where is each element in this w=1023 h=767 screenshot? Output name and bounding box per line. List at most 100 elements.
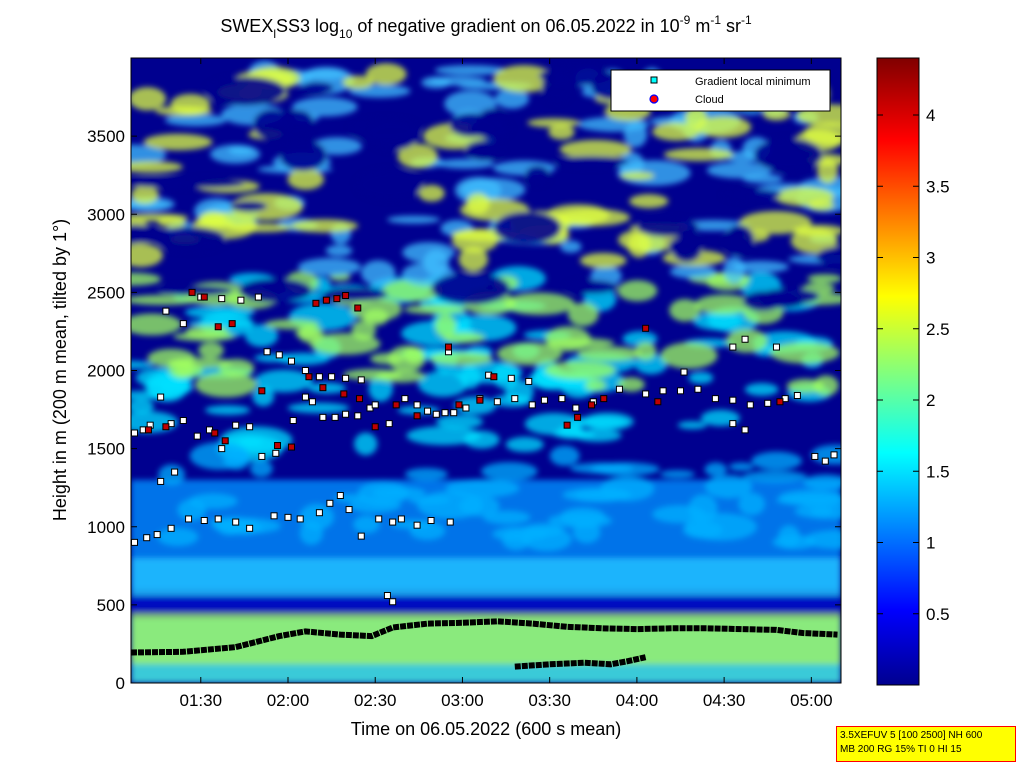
heat-blob bbox=[292, 97, 358, 117]
cloud-marker bbox=[356, 395, 364, 403]
y-tick-label: 2000 bbox=[87, 362, 125, 381]
gradient-minimum-marker bbox=[131, 429, 138, 437]
heat-gap bbox=[724, 224, 755, 256]
gradient-minimum-marker bbox=[258, 452, 266, 460]
heat-blob bbox=[173, 331, 236, 342]
heat-blob bbox=[770, 342, 840, 364]
colorbar-tick-label: 4 bbox=[926, 106, 935, 125]
heat-blob bbox=[810, 506, 833, 517]
gradient-minimum-marker bbox=[793, 392, 801, 399]
gradient-minimum-marker bbox=[287, 357, 295, 365]
colorbar: 0.5 1 1.5 2 2.5 3 3.5 4 bbox=[876, 57, 950, 686]
heat-band bbox=[131, 595, 841, 618]
cloud-marker bbox=[563, 421, 571, 429]
gradient-minimum-marker bbox=[232, 518, 240, 526]
gradient-minimum-marker bbox=[525, 377, 533, 385]
gradient-minimum-marker bbox=[336, 492, 344, 499]
cloud-marker bbox=[228, 320, 236, 328]
heat-blob bbox=[617, 377, 645, 392]
heat-blob bbox=[406, 426, 481, 446]
heat-blob bbox=[807, 273, 841, 284]
gradient-minimum-marker bbox=[272, 449, 280, 457]
heat-blob bbox=[813, 375, 839, 396]
gradient-minimum-marker bbox=[397, 515, 405, 523]
gradient-minimum-marker bbox=[821, 457, 829, 465]
layer-line-lower bbox=[131, 618, 838, 656]
gradient-minimum-marker bbox=[385, 420, 393, 428]
gradient-minimum-marker bbox=[830, 451, 838, 459]
heat-blob bbox=[549, 445, 580, 466]
heat-blob bbox=[299, 521, 324, 545]
cloud-marker bbox=[333, 295, 341, 303]
heat-blob bbox=[663, 148, 734, 161]
heat-gap bbox=[321, 286, 388, 302]
heat-blob bbox=[370, 353, 404, 365]
gradient-minimum-marker bbox=[263, 348, 271, 356]
gradient-minimum-marker bbox=[389, 518, 397, 526]
heat-gap bbox=[469, 120, 512, 139]
heat-blob bbox=[354, 432, 378, 456]
gradient-minimum-marker bbox=[284, 513, 292, 521]
gradient-minimum-marker bbox=[232, 421, 240, 429]
gradient-minimum-marker bbox=[424, 407, 432, 415]
heat-gap bbox=[464, 139, 504, 161]
heat-gap bbox=[524, 165, 550, 185]
colorbar-tick-label: 1.5 bbox=[926, 462, 950, 481]
heat-gap bbox=[279, 139, 327, 172]
heat-blob bbox=[458, 247, 489, 272]
heat-blob bbox=[739, 210, 812, 235]
gradient-minimum-marker bbox=[326, 499, 334, 507]
heat-blob bbox=[774, 187, 834, 207]
gradient-minimum-marker bbox=[371, 401, 379, 409]
heat-gap bbox=[566, 279, 618, 295]
heat-blob bbox=[483, 510, 531, 525]
heat-blob bbox=[143, 133, 213, 151]
heat-blob bbox=[287, 402, 350, 414]
cloud-marker bbox=[455, 401, 463, 409]
heat-blob bbox=[684, 513, 757, 541]
colorbar-tick-label: 3 bbox=[926, 249, 935, 268]
gradient-minimum-marker bbox=[200, 517, 208, 524]
heat-gap bbox=[252, 108, 291, 141]
legend-marker-minimum bbox=[650, 76, 658, 84]
gradient-minimum-marker bbox=[193, 432, 201, 440]
heat-blob bbox=[629, 194, 669, 209]
heat-blob bbox=[778, 489, 841, 505]
heat-blob bbox=[569, 416, 628, 428]
cloud-marker bbox=[322, 296, 330, 304]
heatmap bbox=[131, 58, 841, 683]
gradient-minimum-marker bbox=[383, 592, 391, 599]
gradient-minimum-marker bbox=[143, 534, 151, 542]
x-axis: 01:30 02:00 02:30 03:00 03:30 04:00 04:30 05:00 bbox=[180, 58, 833, 710]
heat-blob bbox=[349, 498, 401, 513]
gradient-minimum-marker bbox=[331, 413, 339, 421]
heat-gap bbox=[758, 287, 820, 305]
heat-blob bbox=[778, 525, 800, 548]
heat-blob bbox=[204, 405, 251, 416]
gradient-minimum-marker bbox=[301, 393, 309, 401]
heat-blob bbox=[428, 76, 486, 86]
heat-gap bbox=[667, 236, 698, 257]
heat-blob bbox=[494, 88, 530, 109]
heat-blob bbox=[443, 332, 485, 344]
legend: Gradient local minimum Cloud bbox=[610, 69, 831, 112]
gradient-minimum-marker bbox=[511, 395, 519, 403]
gradient-minimum-marker bbox=[694, 385, 702, 393]
heat-blob bbox=[669, 264, 717, 279]
cloud-marker bbox=[444, 343, 452, 351]
legend-marker-cloud bbox=[649, 94, 659, 104]
gradient-minimum-marker bbox=[315, 509, 323, 517]
heat-blob bbox=[131, 213, 189, 222]
heat-blob bbox=[131, 360, 154, 369]
heat-gap bbox=[636, 217, 699, 237]
x-axis-label: Time on 06.05.2022 (600 s mean) bbox=[351, 719, 622, 739]
gradient-minimum-marker bbox=[493, 398, 501, 406]
gradient-minimum-marker bbox=[572, 404, 580, 412]
heat-blob bbox=[617, 280, 658, 302]
heat-gap bbox=[753, 138, 823, 172]
gradient-minimum-marker bbox=[185, 515, 193, 523]
colorbar-tick-label: 2.5 bbox=[926, 320, 950, 339]
heat-gap bbox=[205, 76, 287, 106]
gradient-minimum-marker bbox=[507, 374, 515, 382]
heat-blob bbox=[342, 75, 374, 90]
